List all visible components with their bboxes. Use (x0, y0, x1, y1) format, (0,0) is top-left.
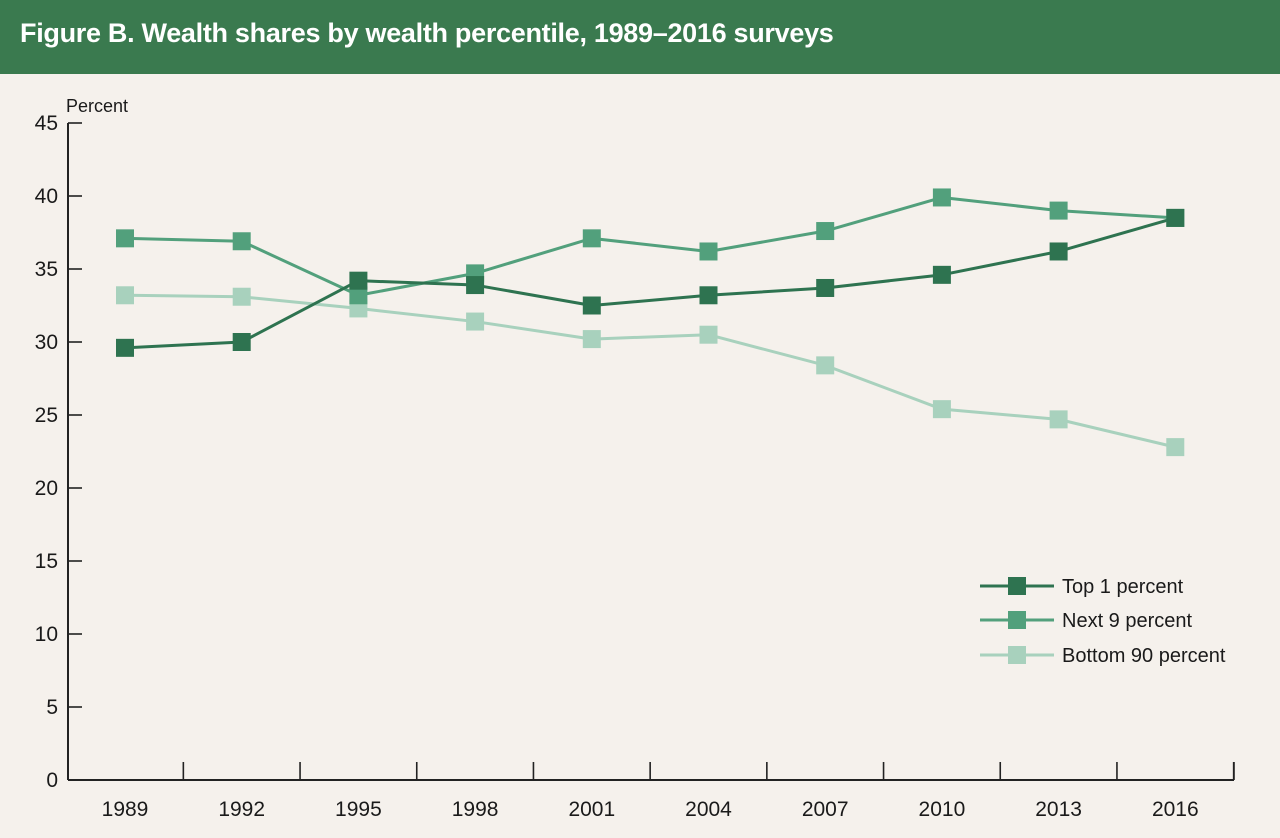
title-bar: Figure B. Wealth shares by wealth percen… (0, 0, 1280, 74)
series-line-1 (124, 195, 1176, 297)
x-tick-label: 1995 (335, 798, 382, 821)
x-tick-label: 2010 (919, 798, 966, 821)
data-point-1 (232, 232, 251, 251)
legend-label-2: Bottom 90 percent (1062, 645, 1226, 667)
legend-label-1: Next 9 percent (1062, 610, 1193, 632)
data-point-2 (582, 330, 601, 349)
data-point-1 (699, 242, 718, 261)
data-point-0 (699, 286, 718, 305)
data-point-2 (699, 325, 718, 344)
legend-marker-1 (1008, 611, 1026, 629)
data-point-0 (232, 333, 251, 351)
data-point-0 (349, 271, 368, 290)
series-line-0 (124, 216, 1176, 350)
y-tick-label: 45 (35, 112, 58, 135)
data-point-2 (1049, 410, 1068, 429)
data-point-0 (582, 296, 601, 315)
data-point-1 (1049, 201, 1068, 220)
data-point-2 (116, 286, 134, 305)
y-tick-label: 25 (35, 404, 58, 427)
legend-label-0: Top 1 percent (1062, 576, 1184, 598)
data-point-2 (816, 356, 835, 375)
y-tick-label: 40 (35, 185, 58, 208)
data-point-0 (816, 278, 835, 297)
x-tick-label: 1989 (102, 798, 149, 821)
y-tick-label: 5 (46, 696, 58, 719)
data-point-2 (1166, 438, 1185, 457)
x-tick-label: 2013 (1035, 798, 1082, 821)
y-tick-label: 10 (35, 623, 58, 646)
data-point-0 (116, 338, 134, 357)
data-point-0 (1049, 242, 1068, 261)
data-point-2 (932, 400, 951, 419)
data-point-0 (1166, 208, 1185, 227)
x-tick-label: 2007 (802, 798, 849, 821)
data-point-2 (232, 287, 251, 306)
y-tick-label: 35 (35, 258, 58, 281)
data-point-1 (932, 188, 951, 207)
y-tick-label: 30 (35, 331, 58, 354)
data-point-1 (816, 222, 835, 241)
y-tick-label: 15 (35, 550, 58, 573)
y-tick-label: 0 (46, 769, 58, 792)
data-point-0 (932, 265, 951, 284)
legend-marker-2 (1008, 646, 1026, 664)
data-point-0 (466, 276, 485, 295)
data-point-1 (582, 229, 601, 248)
x-tick-label: 1998 (452, 798, 499, 821)
series-line-2 (124, 293, 1176, 449)
data-point-1 (116, 229, 134, 248)
data-point-1 (349, 286, 368, 305)
x-tick-label: 1992 (218, 798, 265, 821)
legend-marker-0 (1008, 577, 1026, 595)
data-point-2 (466, 312, 485, 331)
chart-title: Figure B. Wealth shares by wealth percen… (20, 18, 834, 48)
x-tick-label: 2016 (1152, 798, 1199, 821)
x-tick-label: 2004 (685, 798, 732, 821)
y-tick-label: 20 (35, 477, 58, 500)
y-axis-unit-label: Percent (66, 96, 128, 116)
x-tick-label: 2001 (568, 798, 615, 821)
